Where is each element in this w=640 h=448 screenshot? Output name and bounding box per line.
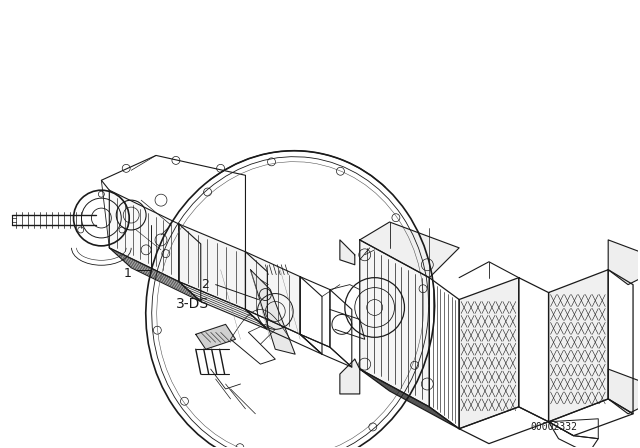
Text: 1: 1: [124, 267, 131, 280]
Polygon shape: [109, 248, 201, 302]
Polygon shape: [109, 190, 179, 282]
Polygon shape: [548, 270, 608, 422]
Polygon shape: [608, 240, 640, 284]
Polygon shape: [246, 252, 300, 334]
Text: 3-DS: 3-DS: [175, 297, 209, 311]
Text: 00002332: 00002332: [530, 422, 577, 432]
Polygon shape: [608, 369, 640, 414]
Polygon shape: [179, 224, 246, 310]
Polygon shape: [340, 359, 360, 394]
Polygon shape: [179, 282, 268, 329]
Polygon shape: [250, 270, 295, 354]
Polygon shape: [196, 324, 236, 349]
Polygon shape: [360, 369, 459, 429]
Text: 2: 2: [201, 278, 209, 291]
Polygon shape: [360, 240, 429, 407]
Polygon shape: [340, 240, 355, 265]
Polygon shape: [459, 278, 519, 429]
Polygon shape: [360, 222, 459, 278]
